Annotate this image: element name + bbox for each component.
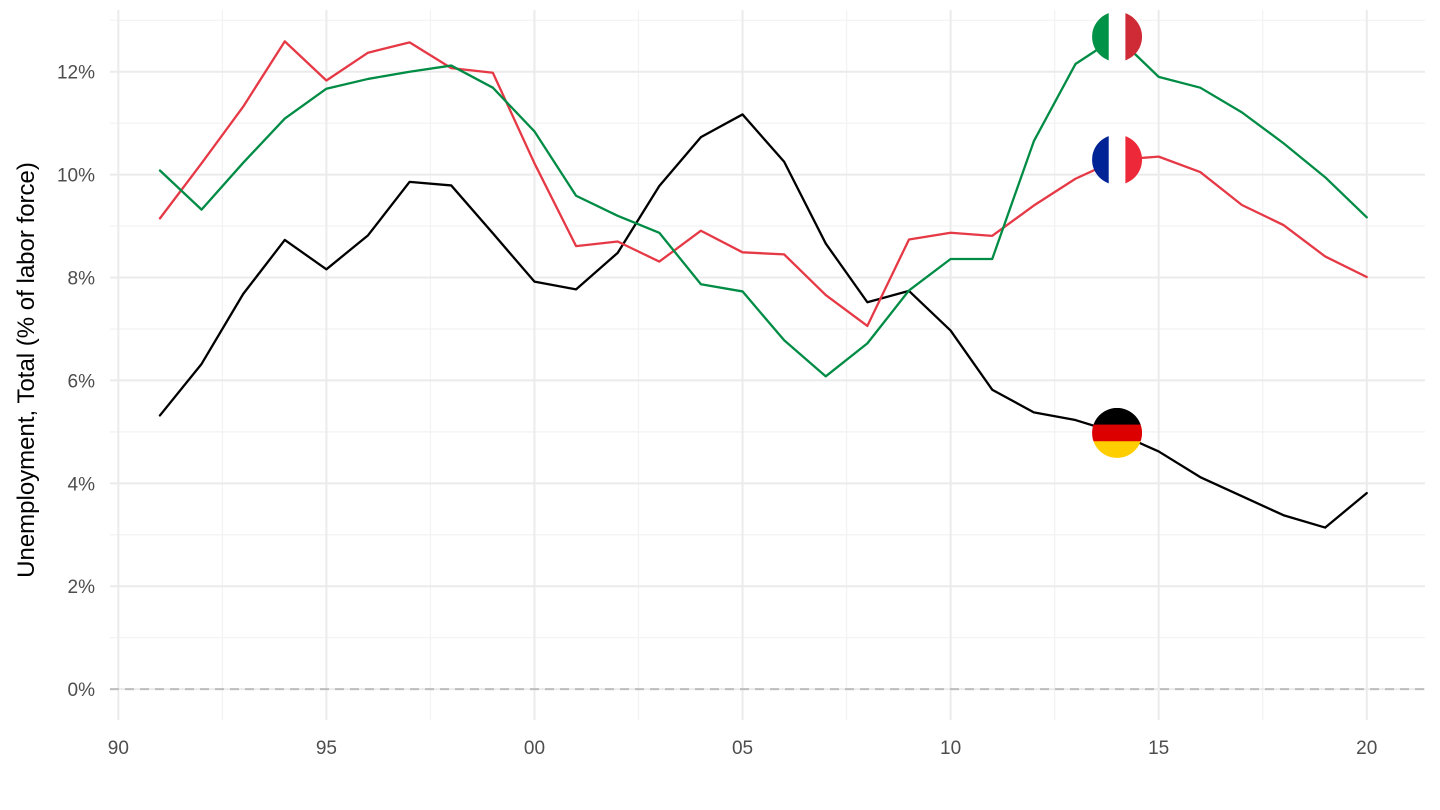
y-tick-label: 0% [68,680,96,701]
x-tick-label: 90 [108,738,129,759]
country-flags [1092,11,1143,458]
x-axis-tick-labels: 90 95 00 05 10 15 20 [108,738,1378,759]
y-axis-tick-labels: 0% 2% 4% 6% 8% 10% 12% [57,63,95,701]
y-tick-label: 2% [68,577,96,598]
x-tick-label: 05 [732,738,753,759]
germany-flag-icon [1092,407,1143,458]
series-line-italy [158,35,1368,378]
series-line-france [158,40,1368,328]
y-tick-label: 12% [57,63,95,84]
y-tick-label: 8% [68,269,96,290]
x-tick-label: 20 [1356,738,1377,759]
italy-flag-icon [1092,11,1143,62]
grid [110,10,1425,720]
y-tick-label: 10% [57,166,95,187]
x-tick-label: 95 [316,738,337,759]
series-line-germany [158,113,1368,529]
x-tick-label: 15 [1148,738,1169,759]
france-flag-icon [1092,134,1143,185]
y-tick-label: 4% [68,474,96,495]
x-tick-label: 00 [524,738,545,759]
x-tick-label: 10 [940,738,961,759]
y-tick-label: 6% [68,371,96,392]
y-axis-title: Unemployment, Total (% of labor force) [13,162,40,578]
series-lines [158,35,1368,529]
